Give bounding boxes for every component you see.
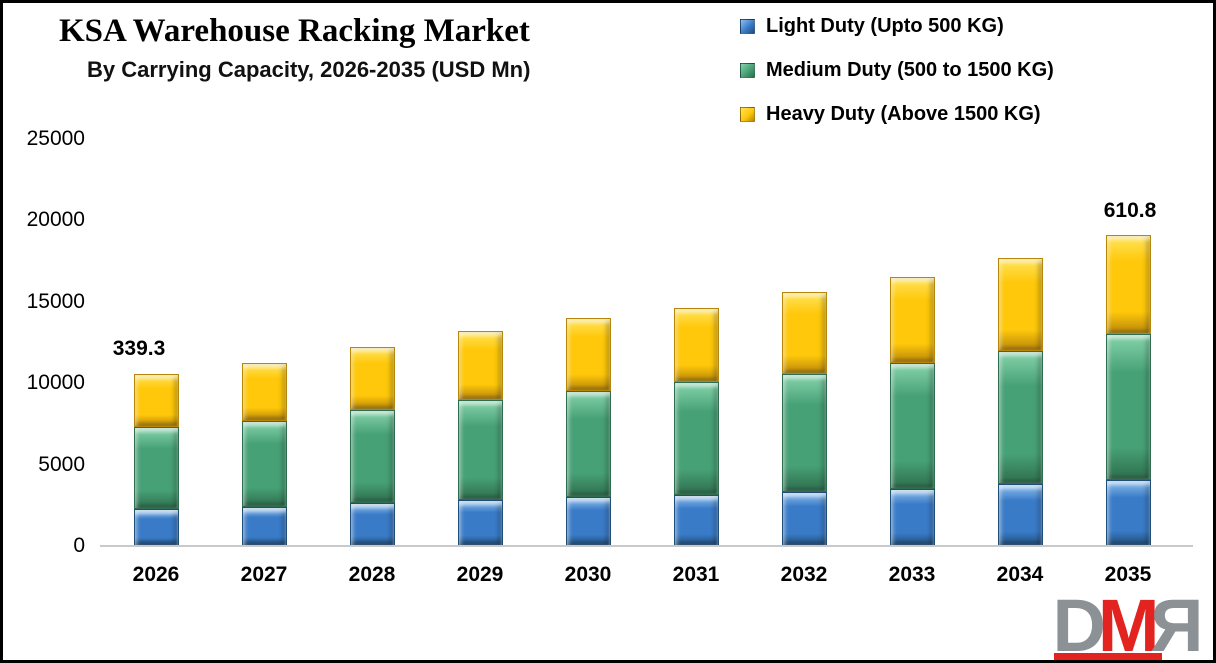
legend-item-1: Medium Duty (500 to 1500 KG) bbox=[740, 58, 1054, 82]
bar-segment-2029-series-1 bbox=[457, 399, 503, 500]
x-tick-label-2030: 2030 bbox=[564, 563, 612, 586]
x-tick-label-2033: 2033 bbox=[888, 563, 936, 586]
bar-segment-2026-series-0 bbox=[133, 509, 179, 546]
chart-title: KSA Warehouse Racking Market bbox=[59, 13, 530, 49]
bar-segment-2035-series-2 bbox=[1105, 235, 1151, 335]
y-tick-label: 10000 bbox=[26, 371, 85, 395]
bar-segment-2031-series-0 bbox=[673, 494, 719, 546]
logo-letter-r: R bbox=[1159, 584, 1203, 663]
x-tick-label-2027: 2027 bbox=[240, 563, 288, 586]
legend-label: Medium Duty (500 to 1500 KG) bbox=[766, 58, 1054, 81]
bar-segment-2030-series-1 bbox=[565, 390, 611, 498]
bar-segment-2030-series-2 bbox=[565, 318, 611, 391]
chart-subtitle: By Carrying Capacity, 2026-2035 (USD Mn) bbox=[87, 57, 531, 82]
bar-segment-2027-series-2 bbox=[241, 362, 287, 421]
logo-letter-m: M bbox=[1097, 584, 1160, 663]
y-tick-label: 5000 bbox=[38, 452, 85, 476]
bar-segment-2032-series-1 bbox=[781, 373, 827, 493]
bar-segment-2028-series-1 bbox=[349, 410, 395, 503]
bar-segment-2034-series-1 bbox=[997, 350, 1043, 485]
dmr-logo: DM R bbox=[1052, 584, 1203, 663]
bar-2028 bbox=[349, 346, 395, 546]
legend-swatch-icon bbox=[740, 106, 755, 122]
logo-letter-d: D bbox=[1052, 584, 1106, 663]
x-axis-line bbox=[100, 545, 1193, 547]
bar-2035 bbox=[1105, 235, 1151, 546]
bar-segment-2029-series-2 bbox=[457, 331, 503, 400]
y-tick-label: 20000 bbox=[26, 208, 85, 232]
bar-segment-2026-series-2 bbox=[133, 373, 179, 428]
bar-segment-2035-series-0 bbox=[1105, 480, 1151, 546]
bar-segment-2033-series-0 bbox=[889, 489, 935, 546]
bar-segment-2029-series-0 bbox=[457, 499, 503, 546]
bar-2032 bbox=[781, 292, 827, 546]
data-label-2035: 610.8 bbox=[1103, 199, 1157, 223]
legend: Light Duty (Upto 500 KG) Medium Duty (500… bbox=[740, 14, 1054, 146]
x-tick-label-2028: 2028 bbox=[348, 563, 396, 586]
bar-2033 bbox=[889, 276, 935, 546]
bar-segment-2034-series-2 bbox=[997, 257, 1043, 351]
x-tick-label-2031: 2031 bbox=[672, 563, 720, 586]
bar-segment-2028-series-0 bbox=[349, 502, 395, 546]
bar-segment-2032-series-2 bbox=[781, 292, 827, 374]
x-tick-label-2035: 2035 bbox=[1104, 563, 1152, 586]
y-tick-label: 25000 bbox=[26, 127, 85, 150]
bar-2031 bbox=[673, 307, 719, 546]
y-tick-label: 0 bbox=[73, 534, 85, 557]
bar-segment-2030-series-0 bbox=[565, 497, 611, 546]
legend-item-2: Heavy Duty (Above 1500 KG) bbox=[740, 102, 1054, 126]
bar-2026 bbox=[133, 373, 179, 546]
bar-2034 bbox=[997, 257, 1043, 546]
bar-segment-2032-series-0 bbox=[781, 492, 827, 546]
bar-segment-2028-series-2 bbox=[349, 346, 395, 411]
y-axis: 0 5000 10000 15000 20000 25000 bbox=[3, 128, 85, 557]
x-tick-label-2032: 2032 bbox=[780, 563, 828, 586]
data-label-2026: 339.3 bbox=[112, 337, 166, 361]
plot-area: 339.3 610.8 bbox=[103, 139, 1193, 546]
bar-2027 bbox=[241, 362, 287, 546]
bar-segment-2035-series-1 bbox=[1105, 334, 1151, 481]
bar-segment-2033-series-1 bbox=[889, 362, 935, 489]
legend-swatch-icon bbox=[740, 18, 755, 34]
bar-segment-2031-series-1 bbox=[673, 382, 719, 495]
x-tick-label-2029: 2029 bbox=[456, 563, 504, 586]
bar-segment-2033-series-2 bbox=[889, 276, 935, 363]
bar-segment-2027-series-0 bbox=[241, 506, 287, 546]
bar-2030 bbox=[565, 318, 611, 546]
x-tick-label-2026: 2026 bbox=[132, 563, 180, 586]
legend-item-0: Light Duty (Upto 500 KG) bbox=[740, 14, 1054, 38]
bar-segment-2026-series-1 bbox=[133, 427, 179, 510]
legend-swatch-icon bbox=[740, 62, 755, 78]
y-tick-label: 15000 bbox=[26, 289, 85, 313]
x-axis-labels: 2026 2027 2028 2029 2030 2031 2032 2033 2034 2035 bbox=[103, 563, 1193, 593]
legend-label: Light Duty (Upto 500 KG) bbox=[766, 14, 1004, 37]
x-tick-label-2034: 2034 bbox=[996, 563, 1044, 586]
logo-red-bar bbox=[1054, 653, 1163, 660]
bar-segment-2034-series-0 bbox=[997, 484, 1043, 546]
bar-2029 bbox=[457, 331, 503, 546]
bar-segment-2027-series-1 bbox=[241, 420, 287, 507]
legend-label: Heavy Duty (Above 1500 KG) bbox=[766, 102, 1041, 125]
bar-segment-2031-series-2 bbox=[673, 307, 719, 383]
